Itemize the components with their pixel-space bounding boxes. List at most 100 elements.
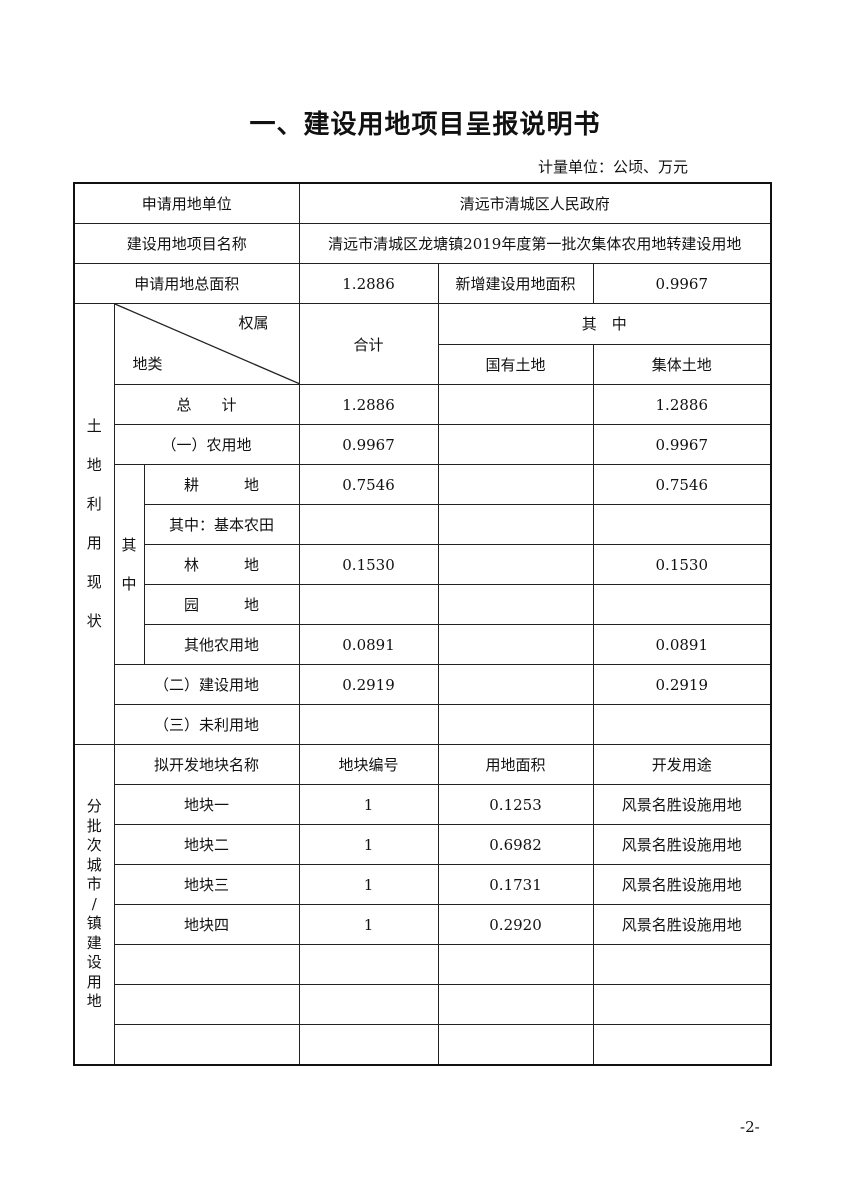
- project-label: 建设用地项目名称: [73, 223, 300, 264]
- diagonal-line: [114, 304, 300, 384]
- collective-value: 0.9967: [592, 424, 772, 465]
- parcel-col-header: 拟开发地块名称: [113, 744, 300, 785]
- total-value: 1.2886: [298, 384, 439, 425]
- new-area-value: 0.9967: [592, 263, 772, 304]
- parcel-use: 风景名胜设施用地: [592, 904, 772, 945]
- parcel-area: 0.6982: [437, 824, 594, 865]
- parcel-header-row: 分批次城市 / 镇建设用地拟开发地块名称 地块编号 用地面积 开发用途: [73, 744, 772, 1066]
- land-type: 林 地: [143, 544, 300, 585]
- parcel-row: 地块二 1 0.6982 风景名胜设施用地: [74, 824, 772, 865]
- collective-value: [592, 584, 772, 625]
- parcel-name: 地块四: [113, 904, 300, 945]
- parcel-name: 地块二: [113, 824, 300, 865]
- parcel-row: [74, 944, 772, 985]
- parcel-use: [592, 1024, 772, 1066]
- parcel-area: [437, 1024, 594, 1066]
- land-use-section-label: 土地利用现状: [73, 303, 115, 745]
- parcel-area: [437, 984, 594, 1025]
- parcel-number: [298, 944, 439, 985]
- state-value: [437, 544, 594, 585]
- total-value: 0.2919: [298, 664, 439, 705]
- collective-value: 1.2886: [592, 384, 772, 425]
- land-type-label: 地类: [132, 355, 163, 373]
- land-type: 总 计: [113, 384, 300, 425]
- land-use-row: （二）建设用地 0.2919 0.2919: [74, 664, 772, 705]
- state-value: [437, 624, 594, 665]
- land-type: （三）未利用地: [113, 704, 300, 745]
- col-collective: 集体土地: [592, 343, 772, 385]
- land-type: （二）建设用地: [113, 664, 300, 705]
- total-value: 0.1530: [298, 544, 439, 585]
- collective-value: [592, 704, 772, 745]
- state-value: [437, 504, 594, 545]
- state-value: [437, 464, 594, 505]
- land-use-row: （一）农用地 0.9967 0.9967: [74, 424, 772, 465]
- parcel-use: [592, 984, 772, 1025]
- applicant-value: 清远市清城区人民政府: [298, 182, 772, 224]
- total-value: [298, 704, 439, 745]
- total-value: 0.0891: [298, 624, 439, 665]
- area-row: 申请用地总面积 1.2886 新增建设用地面积 0.9967: [73, 263, 772, 304]
- parcel-use: 风景名胜设施用地: [592, 824, 772, 865]
- total-value: [298, 584, 439, 625]
- col-of-which: 其 中: [437, 303, 772, 345]
- ownership-label: 权属: [238, 314, 269, 332]
- parcel-section-label: 分批次城市 / 镇建设用地: [73, 744, 115, 1066]
- parcel-row: 地块一 1 0.1253 风景名胜设施用地: [74, 784, 772, 825]
- parcel-number: [298, 1024, 439, 1066]
- land-use-row: 其中：基本农田: [74, 504, 772, 545]
- parcel-name: [113, 1024, 300, 1066]
- col-total: 合计: [298, 303, 439, 385]
- collective-value: [592, 504, 772, 545]
- total-value: [298, 504, 439, 545]
- land-use-row: 园 地: [74, 584, 772, 625]
- total-value: 0.9967: [298, 424, 439, 465]
- parcel-area: [437, 944, 594, 985]
- parcel-use: [592, 944, 772, 985]
- land-use-row: （三）未利用地: [74, 704, 772, 745]
- new-area-label: 新增建设用地面积: [437, 263, 594, 304]
- page-title: 一、建设用地项目呈报说明书: [249, 110, 601, 140]
- land-use-row: 其中耕 地 0.7546 0.7546: [74, 464, 772, 665]
- total-area-value: 1.2886: [298, 263, 439, 304]
- land-use-row: 林 地 0.1530 0.1530: [74, 544, 772, 585]
- project-table: 申请用地单位 清远市清城区人民政府 建设用地项目名称 清远市清城区龙塘镇2019…: [73, 182, 773, 1066]
- land-type: 其他农用地: [143, 624, 300, 665]
- parcel-area: 0.2920: [437, 904, 594, 945]
- collective-value: 0.0891: [592, 624, 772, 665]
- page-number: -2-: [740, 1118, 760, 1136]
- collective-value: 0.2919: [592, 664, 772, 705]
- state-value: [437, 584, 594, 625]
- applicant-label: 申请用地单位: [73, 182, 300, 224]
- state-value: [437, 704, 594, 745]
- parcel-name: [113, 944, 300, 985]
- parcel-col-header: 用地面积: [437, 744, 594, 785]
- parcel-area: 0.1731: [437, 864, 594, 905]
- land-subheader-row: 国有土地 集体土地: [74, 343, 772, 385]
- parcel-number: 1: [298, 784, 439, 825]
- parcel-name: 地块三: [113, 864, 300, 905]
- parcel-number: [298, 984, 439, 1025]
- parcel-row: 地块四 1 0.2920 风景名胜设施用地: [74, 904, 772, 945]
- parcel-number: 1: [298, 864, 439, 905]
- parcel-name: 地块一: [113, 784, 300, 825]
- land-type: 园 地: [143, 584, 300, 625]
- parcel-col-header: 地块编号: [298, 744, 439, 785]
- parcel-number: 1: [298, 904, 439, 945]
- land-type: 其中：基本农田: [143, 504, 300, 545]
- land-use-row: 总 计 1.2886 1.2886: [74, 384, 772, 425]
- diagonal-header: 权属 地类: [113, 303, 300, 385]
- col-state: 国有土地: [437, 343, 594, 385]
- collective-value: 0.7546: [592, 464, 772, 505]
- land-header-row: 土地利用现状 权属 地类 合计 其 中: [73, 303, 772, 745]
- parcel-row: [74, 1024, 772, 1066]
- parcel-use: 风景名胜设施用地: [592, 864, 772, 905]
- parcel-area: 0.1253: [437, 784, 594, 825]
- land-type: （一）农用地: [113, 424, 300, 465]
- land-type: 耕 地: [143, 464, 300, 505]
- project-row: 建设用地项目名称 清远市清城区龙塘镇2019年度第一批次集体农用地转建设用地: [73, 223, 772, 264]
- land-use-row: 其他农用地 0.0891 0.0891: [74, 624, 772, 665]
- applicant-row: 申请用地单位 清远市清城区人民政府: [73, 182, 772, 224]
- parcel-col-header: 开发用途: [592, 744, 772, 785]
- unit-label: 计量单位：公顷、万元: [537, 158, 688, 176]
